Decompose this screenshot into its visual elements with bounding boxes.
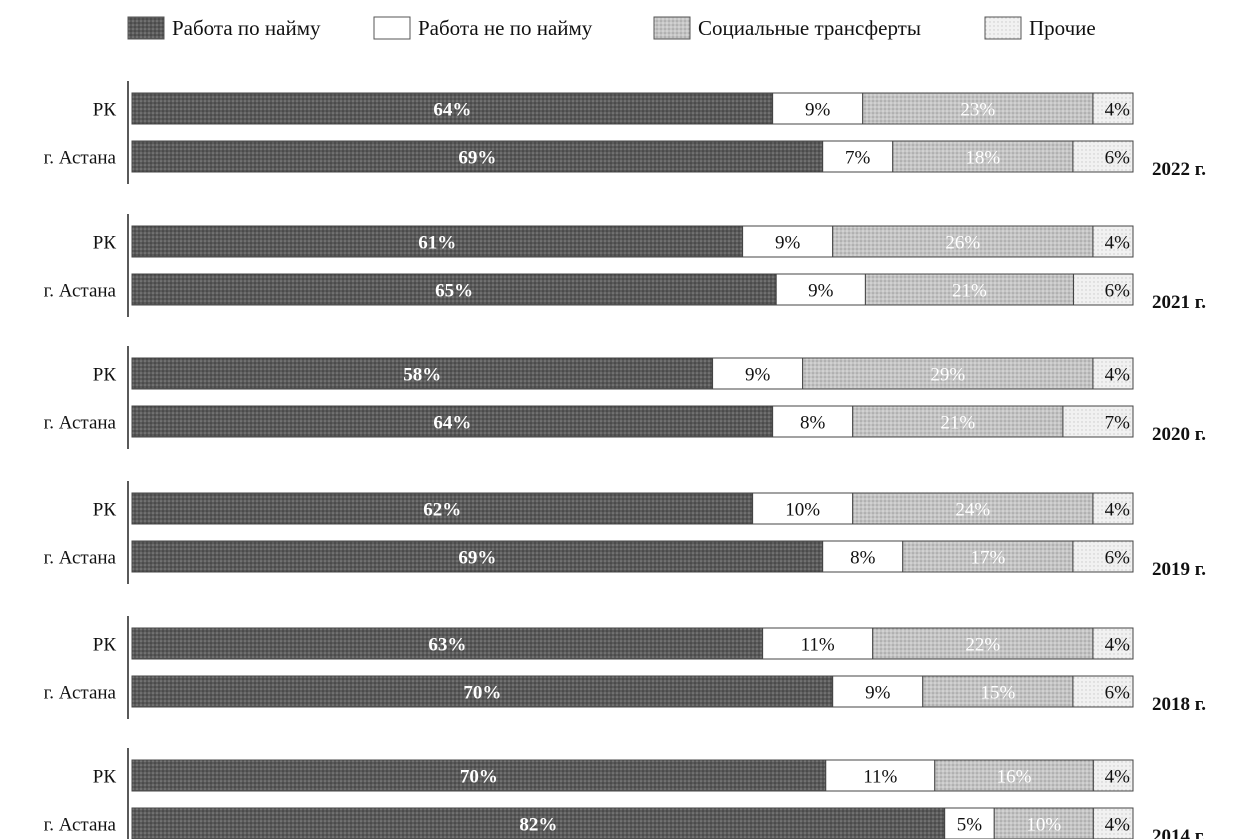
data-label: 4% (1105, 365, 1131, 386)
data-label: 9% (808, 281, 834, 302)
legend-swatch (128, 17, 164, 39)
row-label: г. Астана (44, 148, 117, 169)
row-label: РК (93, 767, 117, 788)
legend-label: Социальные трансферты (698, 16, 921, 40)
data-label: 21% (952, 281, 987, 302)
row-label: г. Астана (44, 683, 117, 704)
data-label: 64% (433, 100, 471, 121)
data-label: 18% (965, 148, 1000, 169)
year-label: 2022 г. (1152, 159, 1206, 180)
data-label: 6% (1105, 548, 1131, 569)
data-label: 6% (1105, 148, 1131, 169)
row-label: РК (93, 100, 117, 121)
data-label: 22% (965, 635, 1000, 656)
data-label: 16% (997, 767, 1032, 788)
data-label: 6% (1105, 683, 1131, 704)
data-label: 7% (1105, 413, 1131, 434)
data-label: 7% (845, 148, 871, 169)
data-label: 58% (403, 365, 441, 386)
legend-label: Работа по найму (172, 16, 321, 40)
legend-label: Работа не по найму (418, 16, 593, 40)
data-label: 10% (785, 500, 820, 521)
data-label: 24% (955, 500, 990, 521)
row-label: РК (93, 233, 117, 254)
year-label: 2018 г. (1152, 694, 1206, 715)
data-label: 23% (960, 100, 995, 121)
data-label: 63% (428, 635, 466, 656)
data-label: 64% (433, 413, 471, 434)
row-label: РК (93, 500, 117, 521)
row-label: РК (93, 365, 117, 386)
data-label: 70% (460, 767, 498, 788)
data-label: 61% (418, 233, 456, 254)
data-label: 62% (423, 500, 461, 521)
bar-area: РК 64% 9% 23% 4% г. Астана 69% 7% 18% 6% 2022 г. РК… (44, 81, 1206, 839)
year-label: 2021 г. (1152, 292, 1206, 313)
data-label: 26% (945, 233, 980, 254)
data-label: 4% (1105, 500, 1131, 521)
data-label: 69% (458, 148, 496, 169)
data-label: 4% (1105, 233, 1131, 254)
year-label: 2020 г. (1152, 424, 1206, 445)
data-label: 9% (865, 683, 891, 704)
legend: Работа по найму Работа не по найму Социаль… (128, 16, 1096, 40)
row-label: РК (93, 635, 117, 656)
data-label: 9% (805, 100, 831, 121)
data-label: 4% (1105, 767, 1131, 788)
data-label: 70% (463, 683, 501, 704)
data-label: 17% (970, 548, 1005, 569)
data-label: 10% (1026, 815, 1061, 836)
data-label: 21% (940, 413, 975, 434)
data-label: 4% (1105, 815, 1131, 836)
data-label: 9% (775, 233, 801, 254)
data-label: 5% (957, 815, 983, 836)
row-label: г. Астана (44, 815, 117, 836)
data-label: 29% (930, 365, 965, 386)
data-label: 8% (850, 548, 876, 569)
legend-swatch (654, 17, 690, 39)
data-label: 4% (1105, 635, 1131, 656)
data-label: 69% (458, 548, 496, 569)
legend-label: Прочие (1029, 16, 1096, 40)
year-label: 2019 г. (1152, 559, 1206, 580)
data-label: 9% (745, 365, 771, 386)
data-label: 15% (980, 683, 1015, 704)
row-label: г. Астана (44, 281, 117, 302)
data-label: 65% (435, 281, 473, 302)
row-label: г. Астана (44, 548, 117, 569)
data-label: 11% (801, 635, 835, 656)
data-label: 8% (800, 413, 826, 434)
data-label: 82% (519, 815, 557, 836)
legend-swatch (374, 17, 410, 39)
data-label: 4% (1105, 100, 1131, 121)
legend-swatch (985, 17, 1021, 39)
row-label: г. Астана (44, 413, 117, 434)
data-label: 6% (1105, 281, 1131, 302)
data-label: 11% (863, 767, 897, 788)
year-label: 2014 г. (1152, 826, 1206, 839)
